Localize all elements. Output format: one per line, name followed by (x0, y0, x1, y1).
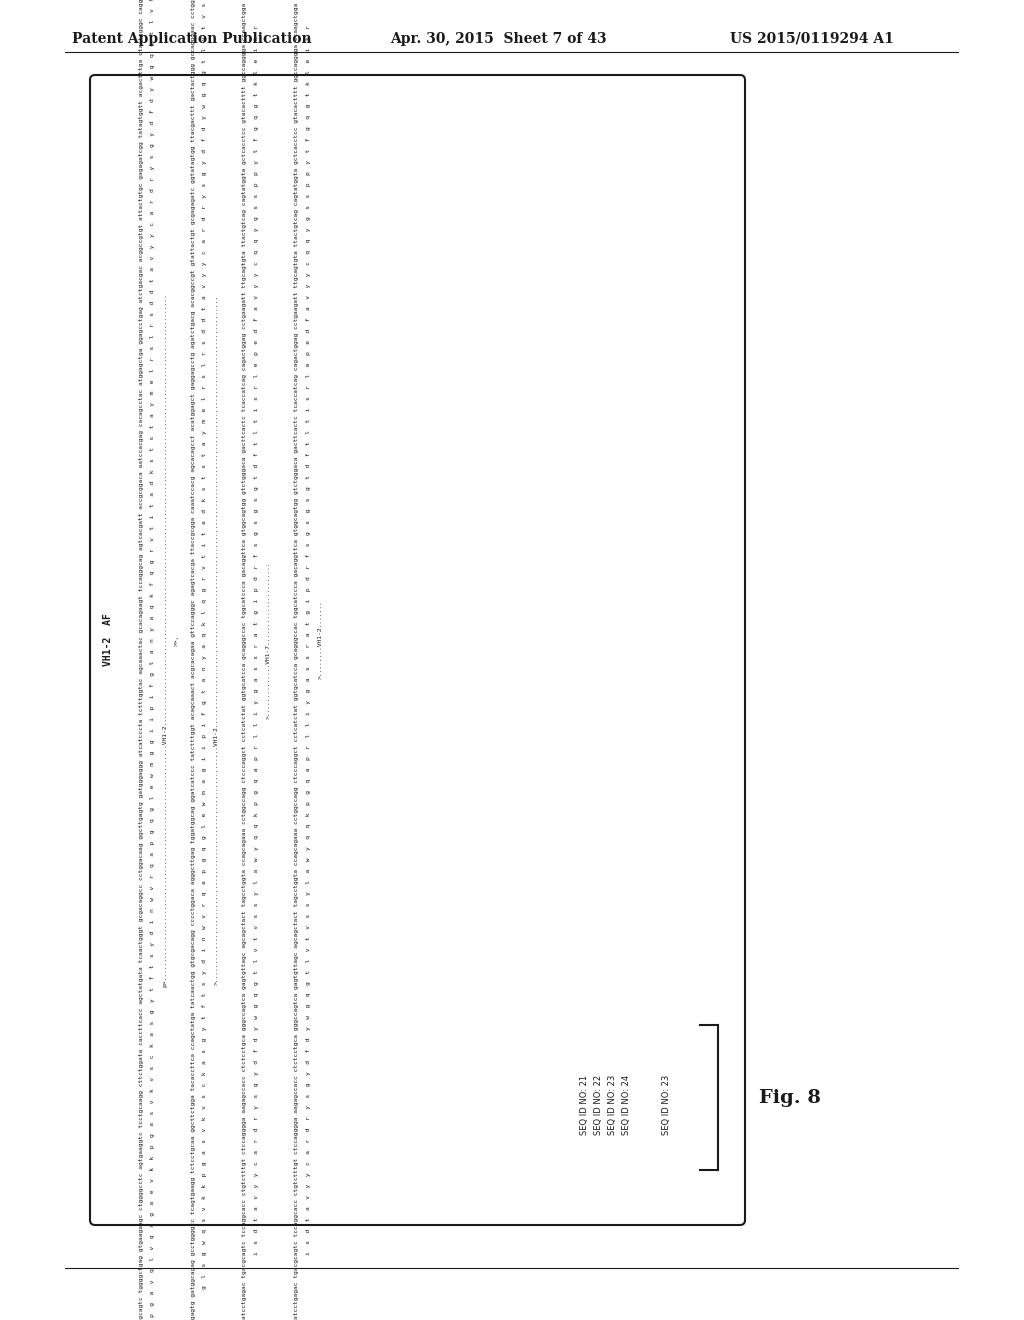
Text: p>...............................................................VH1-2..........: p>......................................… (162, 293, 167, 987)
Text: Apr. 30, 2015  Sheet 7 of 43: Apr. 30, 2015 Sheet 7 of 43 (390, 32, 606, 46)
Text: caggtgcagc tggtgcagtc tggggctgag gtgaagaagc ctggggcctc agtgaaggtc tcctgcaagg ctt: caggtgcagc tggtgcagtc tggggctgag gtgaaga… (139, 0, 144, 1320)
Text: p  g  a  v  q  l  v  q  s  g  a  e  v  k  k  p  g  a  s  v  k  v  s  c  k  a  s : p g a v q l v q s g a e v k k p g a s v … (151, 0, 156, 1317)
Text: Patent Application Publication: Patent Application Publication (72, 32, 311, 46)
Text: >...............................................................VH1-2...........: >.......................................… (214, 294, 219, 985)
Text: Fig. 8: Fig. 8 (759, 1089, 821, 1107)
Text: g  l  s  g  w  q  s  v  k  k  p  g  a  s  v  k  v  s  c  k  a  s  g  y  t  f  t : g l s g w q s v k k p g a s v k v s c k … (203, 0, 207, 1288)
Text: US 2015/0119294 A1: US 2015/0119294 A1 (730, 32, 894, 46)
Text: SEQ ID NO: 24: SEQ ID NO: 24 (623, 1074, 632, 1135)
Text: >>,: >>, (173, 635, 178, 645)
Text: SEQ ID NO: 22: SEQ ID NO: 22 (595, 1074, 603, 1135)
Text: i  s  d  t  a  v  y  y  c  a  r  d  r  y  s  g  y  d  f  d  y  w  g  q  g  t  l : i s d t a v y y c a r d r y s g y d f d … (306, 25, 310, 1255)
Text: SEQ ID NO: 23: SEQ ID NO: 23 (662, 1074, 671, 1135)
Text: VH1-2  AF: VH1-2 AF (103, 614, 113, 667)
Text: >........VH1-2.......: >........VH1-2....... (317, 601, 323, 680)
Text: SEQ ID NO: 23: SEQ ID NO: 23 (608, 1074, 617, 1135)
Text: atcctgagac tgacgcagtc tccaggcacc ctgtctttgt ctccagggga aagagccacc ctctcctgca ggg: atcctgagac tgacgcagtc tccaggcacc ctgtctt… (294, 0, 299, 1319)
Text: >..............VH1-7......................: >..............VH1-7....................… (265, 561, 270, 719)
Text: i  s  d  t  a  v  y  y  c  a  r  d  r  y  s  g  y  d  f  d  y  w  g  q  g  t  l : i s d t a v y y c a r d r y s g y d f d … (254, 25, 259, 1255)
Text: ggcttgagtg gatggcagag gcctggggcc tcagtgaagg tctcctgcaa ggcttctgga tacaccttca cca: ggcttgagtg gatggcagag gcctggggcc tcagtga… (190, 0, 196, 1320)
Text: atcctgagac tgacgcagtc tccaggcacc ctgtctttgt ctccagggga aagagccacc ctctcctgca ggg: atcctgagac tgacgcagtc tccaggcacc ctgtctt… (243, 0, 248, 1319)
Text: SEQ ID NO: 21: SEQ ID NO: 21 (581, 1074, 590, 1135)
